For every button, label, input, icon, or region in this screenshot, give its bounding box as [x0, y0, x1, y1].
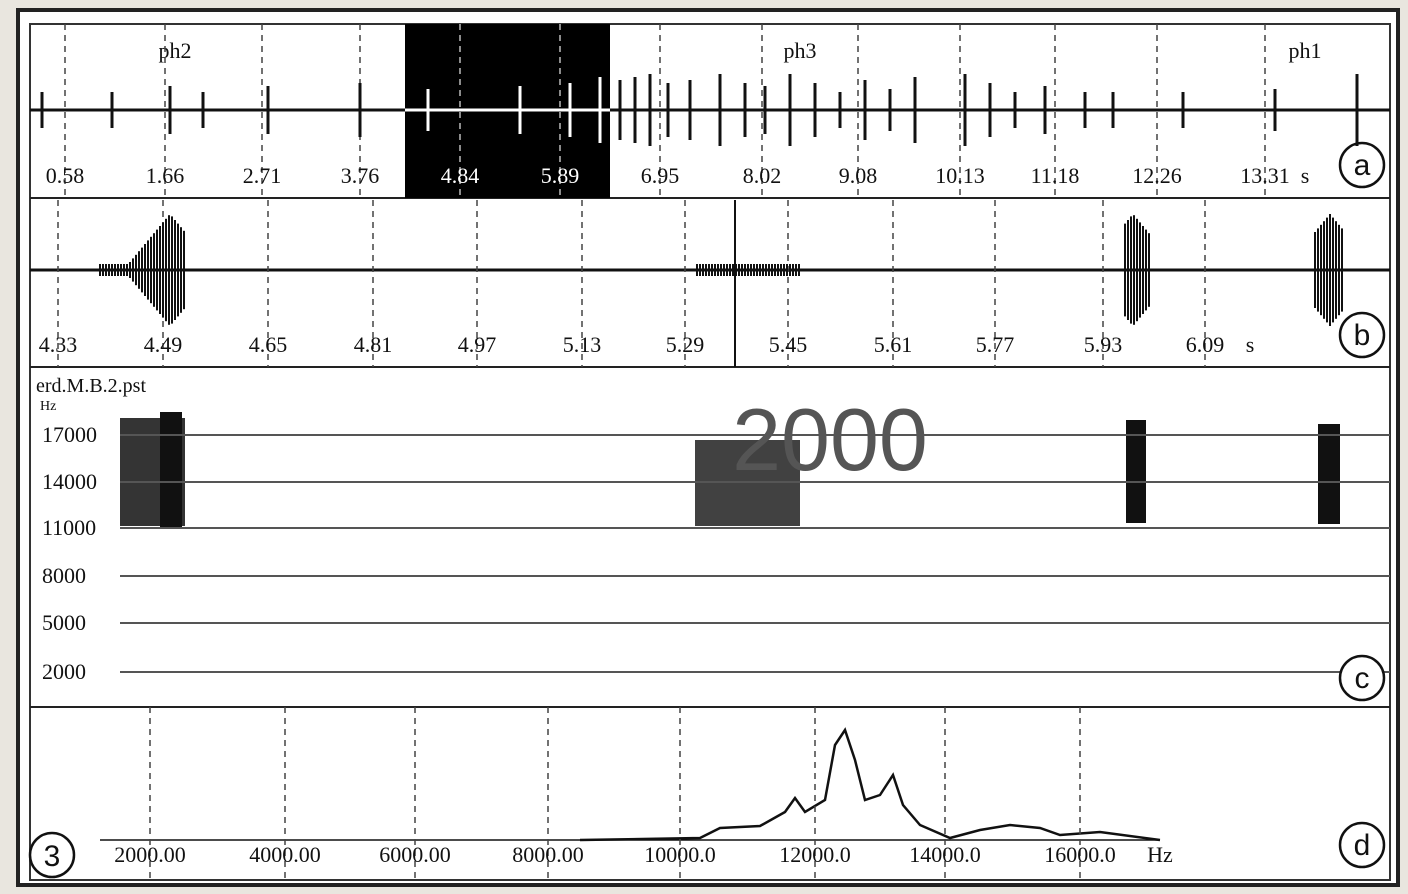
tick-label: 9.08	[839, 163, 878, 188]
tick-label: 6.09	[1186, 332, 1225, 357]
tick-label: 14000	[42, 469, 97, 494]
unit-label: s	[1246, 332, 1255, 357]
label-bg	[40, 423, 120, 447]
tick-label: 10000.0	[644, 842, 716, 867]
tick-label: 1.66	[146, 163, 185, 188]
tick-label: 5.77	[976, 332, 1015, 357]
figure-number: 3	[44, 840, 61, 873]
inner-frame	[29, 23, 1391, 881]
tick-label: 2.71	[243, 163, 282, 188]
panel-badge	[1338, 311, 1386, 359]
tick-label: 3.76	[341, 163, 380, 188]
tick-label: 4.65	[249, 332, 288, 357]
phase-label: ph1	[1289, 38, 1322, 63]
panel-badge	[1338, 141, 1386, 189]
tick-label: 6000.00	[379, 842, 451, 867]
tick-label: 4.97	[458, 332, 497, 357]
label-bg	[40, 564, 120, 588]
panel-letter: d	[1354, 829, 1371, 862]
panel-badge	[1338, 654, 1386, 702]
panel-letter: a	[1354, 149, 1371, 182]
tick-label: 5.13	[563, 332, 602, 357]
unit-label: Hz	[1147, 842, 1173, 867]
tick-label: 11.18	[1031, 163, 1080, 188]
tick-label: 6.95	[641, 163, 680, 188]
phase-label: ph2	[159, 38, 192, 63]
label-bg	[40, 611, 120, 635]
unit-label: s	[1301, 163, 1310, 188]
figure-badge	[28, 831, 76, 879]
tick-label: 5.93	[1084, 332, 1123, 357]
tick-label: 14000.0	[909, 842, 981, 867]
spectrum-curve	[579, 727, 1161, 842]
tick-label: 5.45	[769, 332, 808, 357]
tick-label: 2000	[42, 659, 86, 684]
tick-label: 12000.0	[779, 842, 851, 867]
tick-label: 4000.00	[249, 842, 321, 867]
panel-letter: c	[1355, 662, 1370, 695]
tick-label: 5.89	[541, 163, 580, 188]
label-bg	[40, 470, 120, 494]
tick-label: 5000	[42, 610, 86, 635]
tick-label: 17000	[42, 422, 97, 447]
tick-label: 4.33	[39, 332, 78, 357]
tick-label: 4.49	[144, 332, 183, 357]
tick-label: 5.61	[874, 332, 913, 357]
overlay-text: 2000	[732, 390, 928, 489]
tick-label: 11000	[42, 515, 96, 540]
phase-label: ph3	[784, 38, 817, 63]
file-label: erd.M.B.2.pst	[36, 375, 146, 397]
tick-label: 10.13	[935, 163, 985, 188]
tick-label: 2000.00	[114, 842, 186, 867]
panel-letter: b	[1354, 319, 1371, 352]
label-bg	[40, 660, 120, 684]
panel-badge	[1338, 821, 1386, 869]
tick-label: 13.31	[1240, 163, 1290, 188]
tick-label: 5.29	[666, 332, 705, 357]
tick-label: 4.81	[354, 332, 393, 357]
tick-label: 8.02	[743, 163, 782, 188]
tick-label: 8000.00	[512, 842, 584, 867]
label-bg	[40, 516, 120, 540]
tick-label: 8000	[42, 563, 86, 588]
tick-label: 12.26	[1132, 163, 1182, 188]
tick-label: 0.58	[46, 163, 85, 188]
tick-label: 4.84	[441, 163, 480, 188]
tick-label: 16000.0	[1044, 842, 1116, 867]
unit-label: Hz	[40, 399, 56, 414]
